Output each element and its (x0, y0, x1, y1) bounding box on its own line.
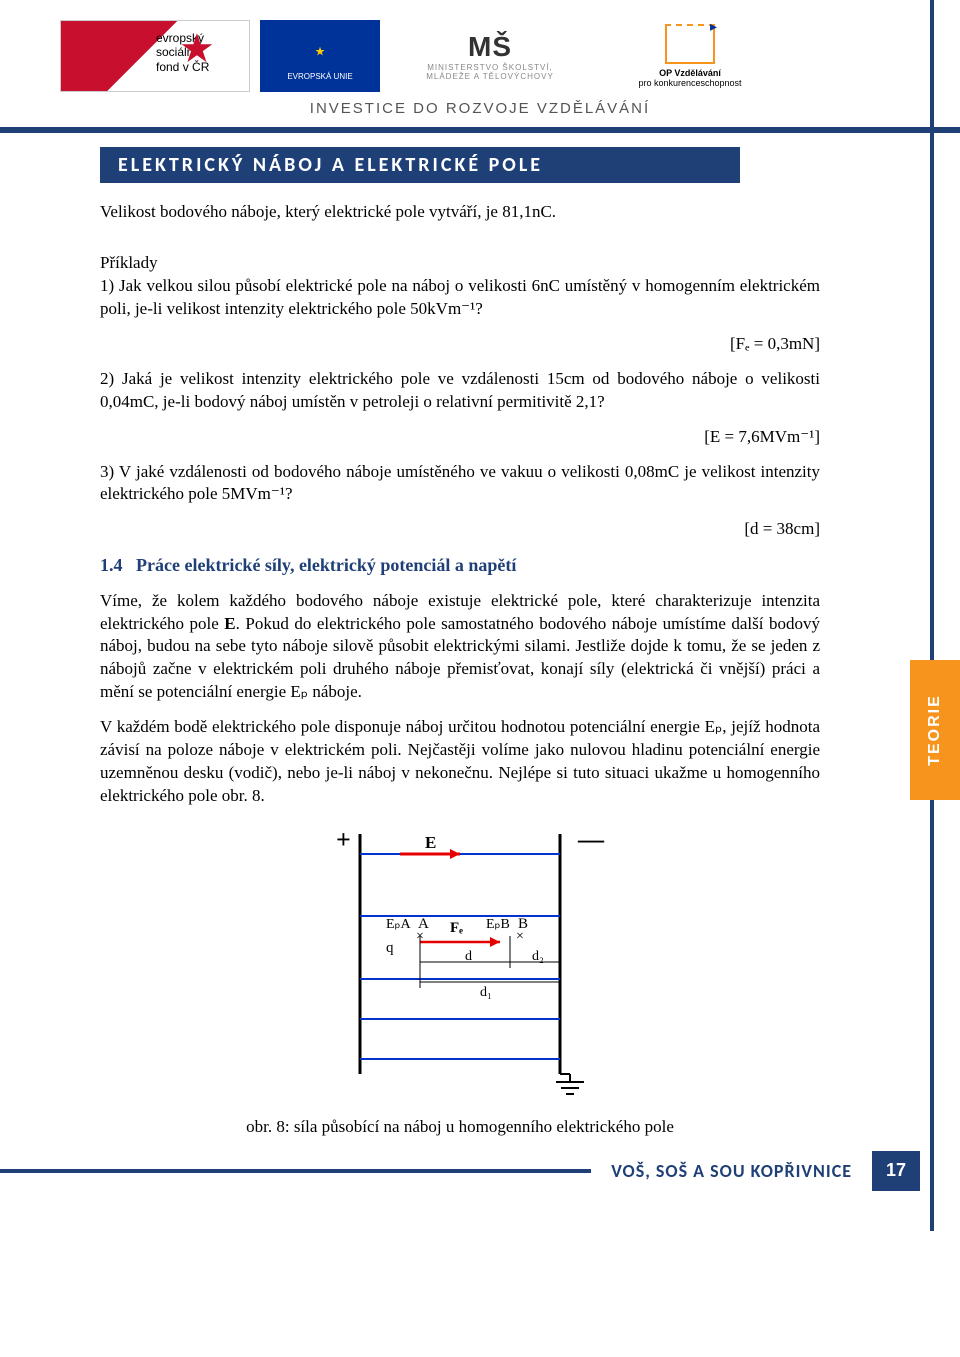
theory-paragraph-2: V každém bodě elektrického pole disponuj… (100, 716, 820, 808)
op-arrow-icon: ▸ (710, 18, 717, 35)
svg-text:EₚB: EₚB (486, 917, 510, 932)
example-1-qmark: ? (475, 299, 483, 318)
teorie-tab: TEORIE (910, 660, 960, 800)
svg-text:+: + (336, 825, 351, 854)
svg-text:Fₑ: Fₑ (450, 920, 463, 936)
msmt-symbol: MŠ (468, 31, 512, 63)
page: evropský sociální fond v ČR ★ ⋆ EVROPSKÁ… (0, 0, 960, 1231)
svg-text:—: — (577, 825, 605, 854)
example-2-text: 2) Jaká je velikost intenzity elektrické… (100, 368, 820, 414)
svg-text:EₚA: EₚA (386, 917, 412, 932)
example-3-text: 3) V jaké vzdálenosti od bodového náboje… (100, 462, 820, 504)
chapter-title-bar: ELEKTRICKÝ NÁBOJ A ELEKTRICKÉ POLE (100, 147, 740, 183)
header-logos: evropský sociální fond v ČR ★ ⋆ EVROPSKÁ… (0, 0, 960, 96)
msmt-line: MLÁDEŽE A TĚLOVÝCHOVY (426, 72, 554, 81)
header-rule (0, 127, 960, 133)
intro-text: Velikost bodového náboje, který elektric… (100, 201, 820, 224)
section-heading: 1.4 Práce elektrické síly, elektrický po… (100, 553, 820, 577)
eu-logo: ⋆ EVROPSKÁ UNIE (260, 20, 380, 92)
msmt-logo: MŠ MINISTERSTVO ŠKOLSTVÍ, MLÁDEŽE A TĚLO… (390, 20, 590, 92)
svg-text:×: × (516, 929, 524, 944)
theory-paragraph-1: Víme, že kolem každého bodového náboje e… (100, 590, 820, 705)
esf-logo: evropský sociální fond v ČR ★ (60, 20, 250, 92)
eu-label: EVROPSKÁ UNIE (287, 72, 352, 81)
section-title: Práce elektrické síly, elektrický potenc… (136, 555, 516, 575)
theory-symbol-E: E (224, 614, 235, 633)
eu-flag-icon: ⋆ (290, 32, 350, 72)
op-box-icon: ▸ (665, 24, 715, 64)
svg-text:d₂: d₂ (532, 949, 544, 964)
example-3-value: 5MVm⁻¹ (222, 484, 285, 503)
op-line: pro konkurenceschopnost (638, 78, 741, 88)
svg-text:d₁: d₁ (480, 985, 492, 1000)
op-logo: ▸ OP Vzdělávání pro konkurenceschopnost (600, 20, 780, 92)
theory-symbol-Ep: Eₚ (290, 682, 308, 701)
theory-text: náboje. (308, 682, 362, 701)
svg-text:d: d (465, 949, 472, 964)
footer-rule (0, 1169, 591, 1173)
msmt-line: MINISTERSTVO ŠKOLSTVÍ, (427, 63, 553, 72)
example-3-answer: [d = 38cm] (100, 518, 820, 541)
examples-heading: Příklady (100, 253, 158, 272)
example-1-value: 50kVm⁻¹ (410, 299, 475, 318)
page-number: 17 (872, 1151, 920, 1191)
op-line: OP Vzdělávání (659, 68, 721, 78)
figure-8-caption: obr. 8: síla působící na náboj u homogen… (100, 1116, 820, 1139)
footer-school: VOŠ, SOŠ A SOU KOPŘIVNICE (611, 1160, 852, 1182)
content-body: Velikost bodového náboje, který elektric… (0, 201, 960, 1139)
section-number: 1.4 (100, 555, 123, 575)
svg-text:E: E (425, 833, 436, 852)
theory-text: V každém bodě elektrického pole disponuj… (100, 717, 705, 736)
figure-8-svg: +—EEₚAAFₑEₚBBq××dd₂d₁ (290, 824, 630, 1104)
footer-bar: VOŠ, SOŠ A SOU KOPŘIVNICE 17 (0, 1151, 960, 1191)
invest-tagline: INVESTICE DO ROZVOJE VZDĚLÁVÁNÍ (0, 100, 960, 117)
esf-star-icon: ★ (179, 25, 239, 85)
example-3-qmark: ? (285, 484, 293, 503)
example-2-answer: [E = 7,6MVm⁻¹] (100, 426, 820, 449)
example-1-answer: [Fₑ = 0,3mN] (100, 333, 820, 356)
teorie-tab-label: TEORIE (926, 694, 944, 766)
figure-8: +—EEₚAAFₑEₚBBq××dd₂d₁ (100, 824, 820, 1104)
svg-text:q: q (386, 940, 394, 956)
theory-symbol-Ep: Eₚ (705, 717, 723, 736)
